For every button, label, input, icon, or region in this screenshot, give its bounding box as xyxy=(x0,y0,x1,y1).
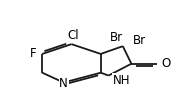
Text: NH: NH xyxy=(113,74,130,87)
Text: Cl: Cl xyxy=(67,29,79,43)
Text: F: F xyxy=(30,47,36,60)
Text: Br: Br xyxy=(110,31,123,44)
Text: N: N xyxy=(59,77,68,90)
Text: O: O xyxy=(161,57,171,70)
Text: Br: Br xyxy=(133,34,146,47)
